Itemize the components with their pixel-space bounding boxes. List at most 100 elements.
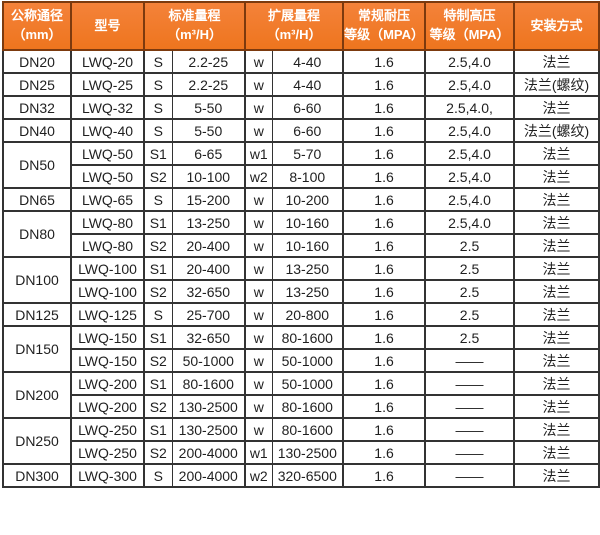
model-cell: LWQ-25 — [70, 72, 145, 97]
standard-code-cell: S2 — [143, 394, 173, 419]
spec-table: 公称通径 （mm） 型号 标准量程 （m³/H） 扩展量程 （m³/H） 常规耐… — [2, 1, 600, 488]
installation-cell: 法兰 — [513, 417, 600, 442]
installation-cell: 法兰 — [513, 279, 600, 304]
normal-pressure-cell: 1.6 — [342, 417, 427, 442]
high-pressure-cell: 2.5 — [424, 302, 516, 327]
extended-range-cell: 50-1000 — [271, 371, 345, 396]
extended-code-cell: w — [244, 371, 273, 396]
table-row: DN80 LWQ-80 S1 13-250 w 10-160 1.6 2.5,4.0 法兰 — [2, 210, 600, 258]
standard-code-cell: S1 — [143, 325, 173, 350]
table-row: DN100 LWQ-100 S1 20-400 w 13-250 1.6 2.5 法兰 — [2, 256, 600, 304]
normal-pressure-cell: 1.6 — [342, 463, 427, 488]
extended-range-cell: 10-160 — [271, 233, 345, 258]
standard-range-cell: 200-4000 — [171, 440, 247, 465]
extended-code-cell: w — [244, 72, 273, 97]
diameter-cell: DN125 — [2, 302, 72, 327]
normal-pressure-cell: 1.6 — [342, 95, 427, 120]
normal-pressure-cell: 1.6 — [342, 394, 427, 419]
extended-code-cell: w — [244, 394, 273, 419]
table-row: LWQ-80 S2 20-400 w 10-160 1.6 2.5 法兰 — [3, 233, 600, 258]
installation-cell: 法兰 — [513, 233, 600, 258]
normal-pressure-cell: 1.6 — [342, 233, 427, 258]
extended-code-cell: w2 — [244, 164, 273, 189]
extended-range-cell: 320-6500 — [271, 463, 345, 488]
standard-range-cell: 5-50 — [171, 95, 247, 120]
extended-code-cell: w — [244, 325, 273, 350]
model-cell: LWQ-100 — [70, 279, 145, 304]
extended-range-cell: 6-60 — [271, 118, 345, 143]
table-row: DN300 LWQ-300 S 200-4000 w2 320-6500 1.6 —— 法兰 — [2, 463, 600, 488]
extended-range-cell: 130-2500 — [271, 440, 345, 465]
high-pressure-cell: —— — [424, 394, 516, 419]
high-pressure-cell: 2.5,4.0 — [424, 49, 516, 74]
table-header: 公称通径 （mm） 型号 标准量程 （m³/H） 扩展量程 （m³/H） 常规耐… — [2, 1, 600, 51]
normal-pressure-cell: 1.6 — [342, 302, 427, 327]
table-row: DN50 LWQ-50 S1 6-65 w1 5-70 1.6 2.5,4.0 法兰 — [2, 141, 600, 189]
header-installation: 安装方式 — [513, 1, 600, 51]
standard-code-cell: S2 — [143, 279, 173, 304]
model-cell: LWQ-50 — [70, 141, 145, 166]
normal-pressure-cell: 1.6 — [342, 348, 427, 373]
installation-cell: 法兰 — [513, 348, 600, 373]
high-pressure-cell: 2.5,4.0 — [424, 187, 516, 212]
installation-cell: 法兰 — [513, 95, 600, 120]
table-row: LWQ-100 S2 32-650 w 13-250 1.6 2.5 法兰 — [3, 279, 600, 304]
standard-range-cell: 50-1000 — [171, 348, 247, 373]
standard-range-cell: 5-50 — [171, 118, 247, 143]
table-row: DN20 LWQ-20 S 2.2-25 w 4-40 1.6 2.5,4.0 法兰 — [2, 49, 600, 74]
high-pressure-cell: 2.5,4.0 — [424, 118, 516, 143]
high-pressure-cell: 2.5,4.0, — [424, 95, 516, 120]
model-cell: LWQ-40 — [70, 118, 145, 143]
diameter-cell: DN40 — [2, 118, 72, 143]
model-cell: LWQ-100 — [70, 256, 145, 281]
normal-pressure-cell: 1.6 — [342, 187, 427, 212]
table-row: LWQ-50 S2 10-100 w2 8-100 1.6 2.5,4.0 法兰 — [3, 164, 600, 189]
standard-code-cell: S2 — [143, 233, 173, 258]
extended-range-cell: 80-1600 — [271, 417, 345, 442]
normal-pressure-cell: 1.6 — [342, 72, 427, 97]
installation-cell: 法兰 — [513, 187, 600, 212]
standard-range-cell: 25-700 — [171, 302, 247, 327]
high-pressure-cell: —— — [424, 371, 516, 396]
extended-code-cell: w — [244, 187, 273, 212]
table-row: LWQ-150 S2 50-1000 w 50-1000 1.6 —— 法兰 — [3, 348, 600, 373]
extended-range-cell: 10-200 — [271, 187, 345, 212]
high-pressure-cell: —— — [424, 463, 516, 488]
model-cell: LWQ-200 — [70, 394, 145, 419]
extended-range-cell: 13-250 — [271, 256, 345, 281]
normal-pressure-cell: 1.6 — [342, 164, 427, 189]
model-cell: LWQ-150 — [70, 348, 145, 373]
diameter-cell: DN25 — [2, 72, 72, 97]
header-extended-range: 扩展量程 （m³/H） — [244, 1, 345, 51]
standard-range-cell: 15-200 — [171, 187, 247, 212]
header-model: 型号 — [70, 1, 145, 51]
model-cell: LWQ-125 — [70, 302, 145, 327]
high-pressure-cell: 2.5 — [424, 325, 516, 350]
extended-code-cell: w — [244, 279, 273, 304]
standard-code-cell: S1 — [143, 417, 173, 442]
extended-code-cell: w — [244, 49, 273, 74]
spec-table-body: DN20 LWQ-20 S 2.2-25 w 4-40 1.6 2.5,4.0 法兰 DN25 LW… — [2, 49, 600, 488]
model-cell: LWQ-50 — [70, 164, 145, 189]
table-row: LWQ-250 S2 200-4000 w1 130-2500 1.6 —— 法兰 — [3, 440, 600, 465]
extended-code-cell: w — [244, 233, 273, 258]
installation-cell: 法兰 — [513, 463, 600, 488]
diameter-cell: DN80 — [2, 210, 72, 258]
standard-code-cell: S2 — [143, 164, 173, 189]
model-cell: LWQ-20 — [70, 49, 145, 74]
standard-code-cell: S — [143, 463, 173, 488]
high-pressure-cell: 2.5,4.0 — [424, 141, 516, 166]
extended-code-cell: w — [244, 95, 273, 120]
normal-pressure-cell: 1.6 — [342, 279, 427, 304]
standard-code-cell: S — [143, 49, 173, 74]
normal-pressure-cell: 1.6 — [342, 325, 427, 350]
model-cell: LWQ-200 — [70, 371, 145, 396]
extended-range-cell: 5-70 — [271, 141, 345, 166]
standard-code-cell: S — [143, 118, 173, 143]
standard-range-cell: 13-250 — [171, 210, 247, 235]
standard-range-cell: 130-2500 — [171, 417, 247, 442]
extended-code-cell: w — [244, 417, 273, 442]
diameter-cell: DN300 — [2, 463, 72, 488]
table-row: DN150 LWQ-150 S1 32-650 w 80-1600 1.6 2.5 法兰 — [2, 325, 600, 373]
standard-code-cell: S2 — [143, 348, 173, 373]
